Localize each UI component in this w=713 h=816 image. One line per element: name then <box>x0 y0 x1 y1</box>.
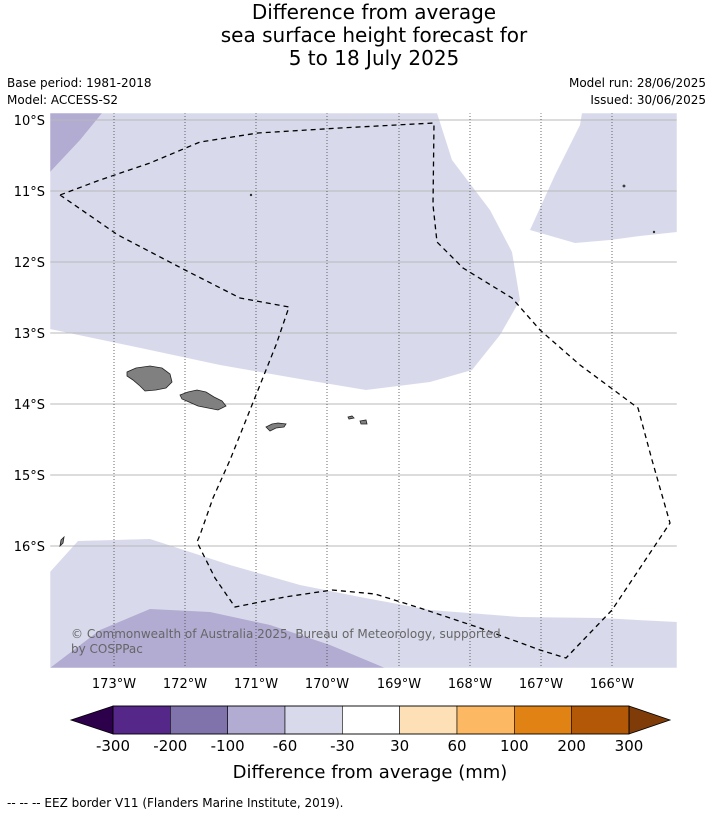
colorbar-cell <box>284 705 343 735</box>
title-line-3: 5 to 18 July 2025 <box>288 46 460 70</box>
lat-labels: 10°S 11°S 12°S 13°S 14°S 15°S 16°S <box>14 114 45 555</box>
lat-gridlines <box>50 119 677 547</box>
colorbar-extend-left <box>69 705 114 735</box>
issued-date: Issued: 30/06/2025 <box>590 93 706 107</box>
colorbar-extend-right <box>628 705 672 735</box>
colorbar-tick-label: 300 <box>615 737 644 755</box>
meta-left: Base period: 1981-2018 Model: ACCESS-S2 <box>7 75 152 109</box>
colorbar: -300 -200 -100 -60 -30 30 60 100 200 300 Differen… <box>69 705 672 783</box>
anomaly-region-northeast <box>530 113 677 243</box>
lon-labels: 173°W 172°W 171°W 170°W 169°W 168°W 167°… <box>92 677 634 692</box>
colorbar-tick-label: -30 <box>330 737 355 755</box>
colorbar-label: Difference from average (mm) <box>233 762 508 783</box>
lon-label: 167°W <box>519 677 563 692</box>
lon-label: 171°W <box>234 677 278 692</box>
colorbar-cell <box>456 705 515 735</box>
colorbar-cell <box>227 705 286 735</box>
base-period: Base period: 1981-2018 <box>7 76 152 90</box>
island-tau <box>359 419 368 425</box>
lon-label: 166°W <box>590 677 634 692</box>
lat-label: 11°S <box>14 185 45 200</box>
lon-label: 168°W <box>448 677 492 692</box>
lat-label: 10°S <box>14 114 45 129</box>
lon-label: 172°W <box>163 677 207 692</box>
colorbar-tick-label: -300 <box>96 737 130 755</box>
eez-samoa <box>58 122 671 659</box>
model-run: Model run: 28/06/2025 <box>568 76 706 90</box>
map-frame <box>49 112 678 669</box>
anomaly-region-north <box>50 113 520 390</box>
lon-label: 173°W <box>92 677 136 692</box>
island-upolu <box>179 389 227 411</box>
colorbar-cell <box>571 705 630 735</box>
colorbar-cell <box>342 705 400 735</box>
island-ofu <box>347 415 355 420</box>
colorbar-tick-label: 30 <box>390 737 409 755</box>
lon-label: 170°W <box>305 677 349 692</box>
lon-label: 169°W <box>377 677 421 692</box>
map-title: Difference from average sea surface heig… <box>0 1 713 70</box>
title-line-2: sea surface height forecast for <box>220 23 528 47</box>
copyright-line-1: © Commonwealth of Australia 2025, Bureau… <box>71 627 501 641</box>
colorbar-cell <box>112 705 171 735</box>
colorbar-tick-label: -100 <box>211 737 245 755</box>
colorbar-tick-label: 200 <box>557 737 586 755</box>
lon-gridlines <box>113 113 613 668</box>
copyright-line-2: by COSPPac <box>71 642 143 656</box>
eez-legend-footer: -- -- -- EEZ border V11 (Flanders Marine… <box>7 796 344 810</box>
map-area: © Commonwealth of Australia 2025, Bureau… <box>50 113 677 668</box>
island-savaii <box>126 365 173 392</box>
lat-label: 13°S <box>14 327 45 342</box>
anomaly-region-southwest <box>50 609 385 668</box>
colorbar-cell <box>170 705 228 735</box>
colorbar-tick-label: 100 <box>500 737 529 755</box>
anomaly-region-northwest <box>50 113 102 172</box>
colorbar-tick-label: -60 <box>273 737 298 755</box>
colorbar-tick-label: 60 <box>447 737 466 755</box>
lat-label: 12°S <box>14 256 45 271</box>
colorbar-cell <box>399 705 458 735</box>
model-name: Model: ACCESS-S2 <box>7 93 119 107</box>
colorbar-cell <box>514 705 572 735</box>
colorbar-tick-label: -200 <box>153 737 187 755</box>
lat-label: 15°S <box>14 469 45 484</box>
eez-border <box>58 122 671 659</box>
islands <box>59 184 656 548</box>
meta-right: Model run: 28/06/2025 Issued: 30/06/2025 <box>569 75 706 109</box>
island-tutuila <box>265 422 287 432</box>
title-line-1: Difference from average <box>251 0 497 24</box>
lat-label: 16°S <box>14 540 45 555</box>
lat-label: 14°S <box>14 398 45 413</box>
